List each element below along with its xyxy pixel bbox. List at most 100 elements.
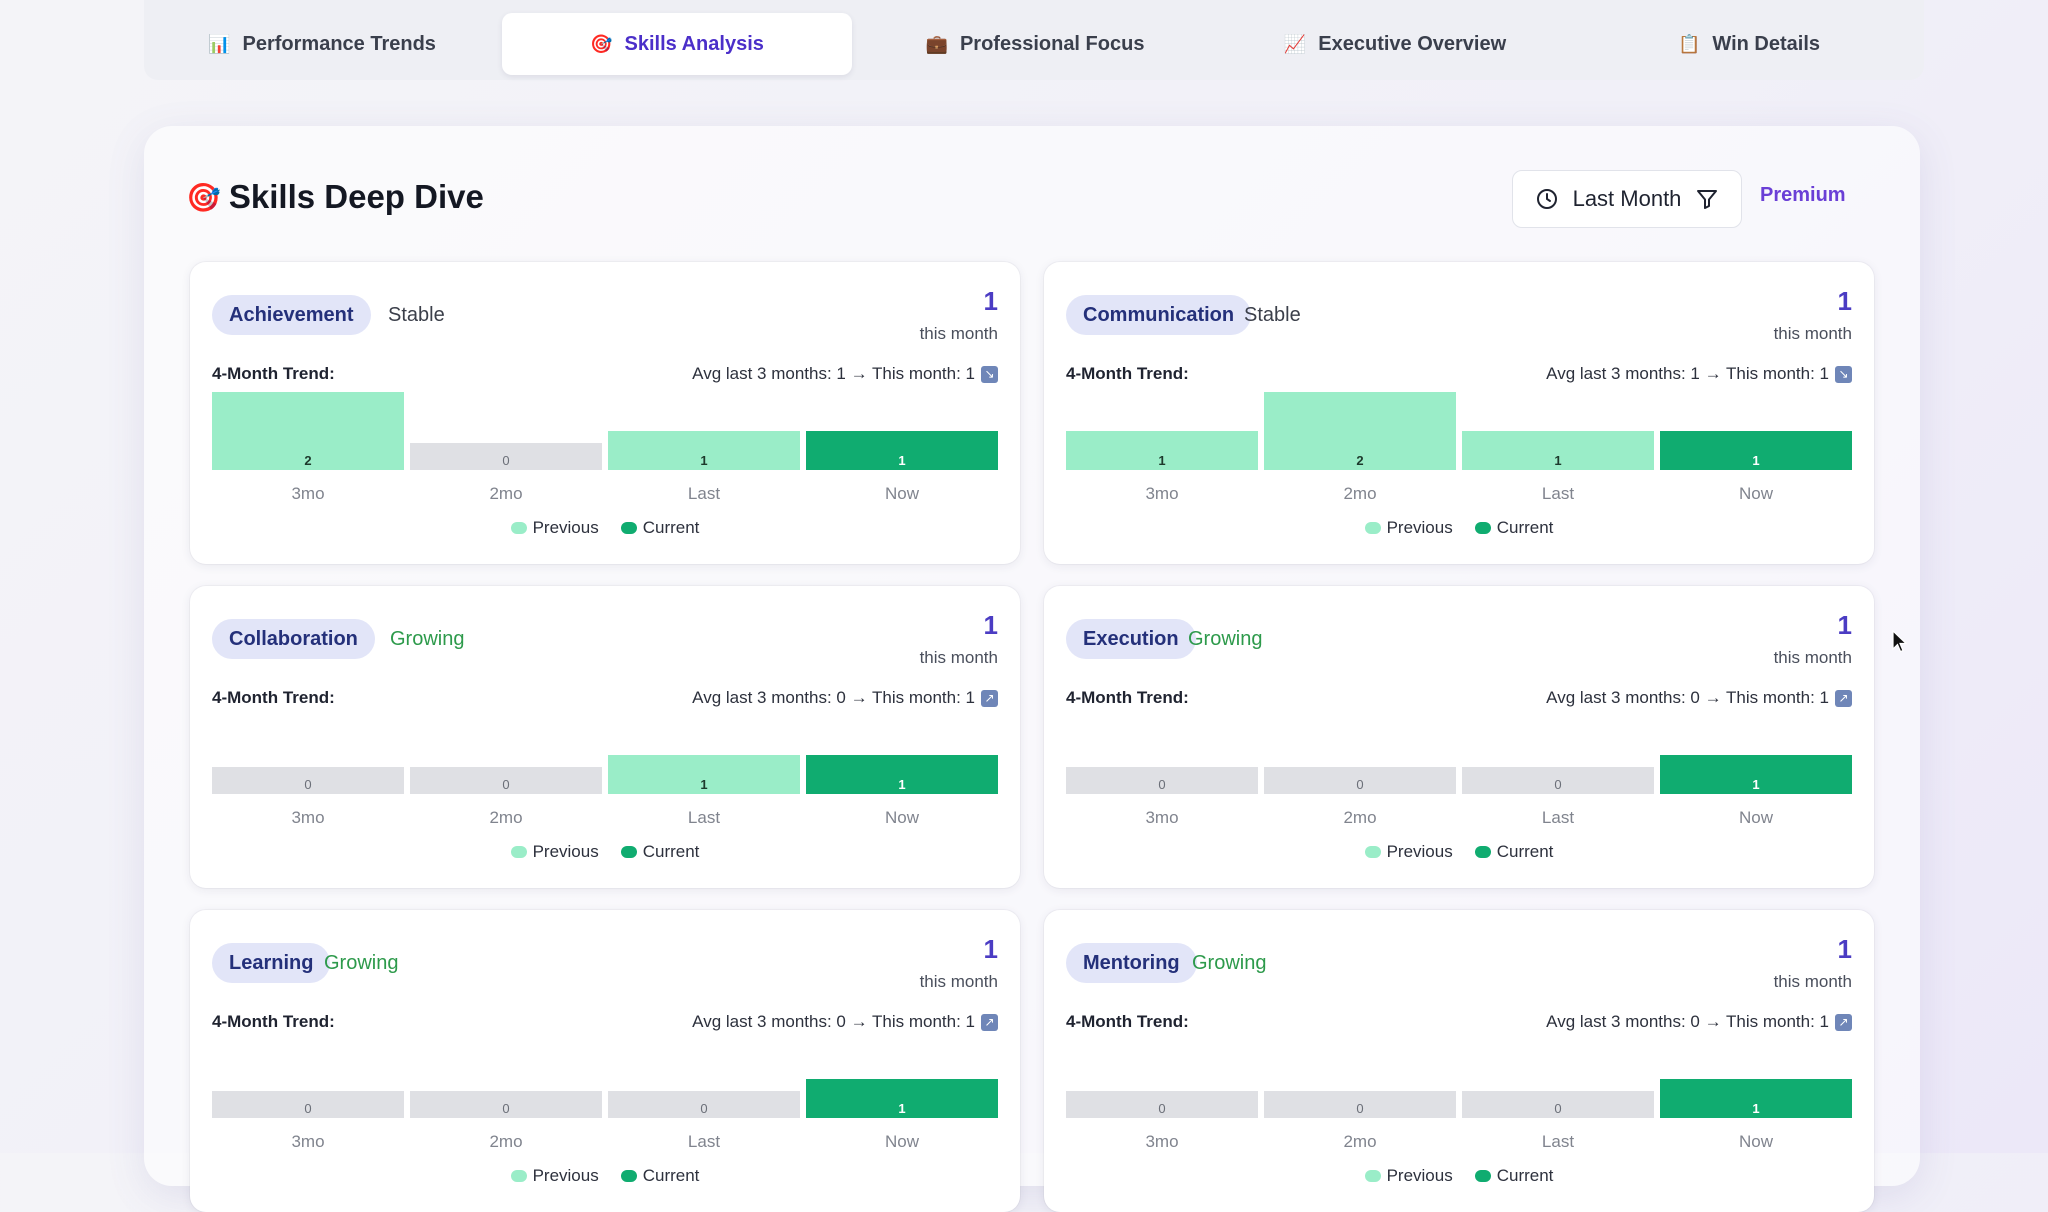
tab-performance-trends[interactable]: 📊 Performance Trends	[150, 13, 494, 75]
bar-column: 1	[1462, 392, 1654, 470]
period-label: Now	[1738, 1132, 1773, 1151]
bar-value: 1	[1752, 1101, 1760, 1116]
page-title: 🎯 Skills Deep Dive	[186, 178, 484, 216]
bar-column: 0	[212, 1040, 404, 1118]
period-label: 2mo	[1343, 808, 1377, 827]
bar-column: 0	[608, 1040, 800, 1118]
trend-bar: 2	[212, 392, 404, 470]
period-label: Last	[687, 484, 721, 503]
legend-label: Current	[1496, 842, 1554, 861]
trend-bar: 0	[1066, 767, 1258, 794]
tab-label: Executive Overview	[1318, 32, 1507, 55]
skill-chip: Execution	[1066, 619, 1196, 659]
legend-swatch	[1364, 522, 1381, 534]
trend-chart: 2 0 1 1	[212, 392, 998, 482]
legend-label: Current	[1496, 518, 1554, 537]
legend-current: Current	[620, 842, 700, 862]
period-label: Now	[884, 808, 919, 827]
bar-value: 1	[1752, 777, 1760, 792]
bar-value: 1	[700, 453, 708, 468]
period-label: Last	[687, 808, 721, 827]
filter-icon	[1697, 190, 1718, 209]
trend-label: 4-Month Trend:	[1066, 364, 1189, 383]
chart-legend: Previous Current	[1044, 842, 1874, 862]
trend-arrow-icon: ↗	[981, 689, 998, 707]
tab-professional-focus[interactable]: 💼 Professional Focus	[860, 13, 1210, 75]
legend-swatch	[510, 846, 527, 858]
trend-bar: 0	[410, 443, 602, 470]
trend-bar: 1	[806, 431, 998, 470]
bar-value: 1	[898, 453, 906, 468]
period-filter-button[interactable]: Last Month	[1512, 170, 1742, 228]
legend-previous: Previous	[510, 1166, 599, 1186]
average-summary: Avg last 3 months: 1 → This month: 1 ↘	[692, 364, 998, 384]
bar-value: 1	[898, 777, 906, 792]
legend-previous: Previous	[1364, 842, 1453, 862]
trend-bar: 0	[1462, 767, 1654, 794]
tab-win-details[interactable]: 📋 Win Details	[1580, 13, 1918, 75]
trend-arrow-icon: ↘	[1835, 365, 1852, 383]
average-summary: Avg last 3 months: 0 → This month: 1 ↗	[1546, 688, 1852, 708]
trend-bar: 0	[410, 767, 602, 794]
bar-column: 0	[1462, 716, 1654, 794]
tab-label: Win Details	[1712, 32, 1821, 55]
bar-column: 1	[1660, 716, 1852, 794]
period-label: Now	[1738, 808, 1773, 827]
trend-bar: 2	[1264, 392, 1456, 470]
trend-bar: 1	[1660, 1079, 1852, 1118]
trend-label: 4-Month Trend:	[212, 1012, 335, 1031]
bar-value: 1	[700, 777, 708, 792]
bar-value: 1	[1158, 453, 1166, 468]
legend-swatch	[620, 1170, 637, 1182]
count-label: this month	[1773, 972, 1852, 991]
bar-value: 0	[304, 777, 312, 792]
tab-executive-overview[interactable]: 📈 Executive Overview	[1218, 13, 1572, 75]
period-label: 3mo	[1145, 484, 1179, 503]
trend-chart: 0 0 0 1	[1066, 716, 1852, 806]
trend-bar: 1	[1660, 431, 1852, 470]
skill-chip: Learning	[212, 943, 331, 983]
trend-bar: 1	[608, 431, 800, 470]
count-label: this month	[919, 648, 998, 667]
trend-label: 4-Month Trend:	[212, 364, 335, 383]
average-text: Avg last 3 months: 1 → This month: 1	[1546, 364, 1829, 383]
legend-label: Previous	[1386, 518, 1453, 537]
tab-label: Professional Focus	[959, 32, 1145, 55]
trend-arrow-icon: ↘	[981, 365, 998, 383]
period-label: 2mo	[489, 808, 523, 827]
bar-value: 0	[1356, 777, 1364, 792]
legend-previous: Previous	[1364, 1166, 1453, 1186]
target-icon: 🎯	[186, 181, 221, 213]
monthly-count: 1	[983, 286, 998, 316]
legend-label: Current	[642, 842, 700, 861]
period-label: Last	[1541, 808, 1575, 827]
period-label: 3mo	[1145, 808, 1179, 827]
period-label: Last	[687, 1132, 721, 1151]
monthly-count: 1	[1837, 286, 1852, 316]
chart-legend: Previous Current	[1044, 1166, 1874, 1186]
bar-value: 1	[898, 1101, 906, 1116]
trend-chart: 0 0 1 1	[212, 716, 998, 806]
period-label: 2mo	[1343, 1132, 1377, 1151]
legend-current: Current	[620, 1166, 699, 1186]
trend-bar: 1	[806, 1079, 998, 1118]
trend-status: Growing	[324, 952, 399, 974]
period-label: Last	[1541, 1132, 1575, 1151]
clock-icon	[1536, 189, 1557, 209]
bar-column: 0	[212, 716, 404, 794]
trend-label: 4-Month Trend:	[1066, 1012, 1189, 1031]
bar-column: 2	[212, 392, 404, 470]
trend-bar: 0	[1264, 767, 1456, 794]
tab-skills-analysis[interactable]: 🎯 Skills Analysis	[502, 13, 852, 75]
tab-label: Skills Analysis	[624, 32, 764, 55]
bar-column: 0	[410, 392, 602, 470]
legend-swatch	[620, 846, 637, 858]
bar-value: 0	[502, 777, 510, 792]
trend-chart: 1 2 1 1	[1066, 392, 1852, 482]
legend-previous: Previous	[510, 518, 599, 538]
bar-column: 0	[410, 1040, 602, 1118]
skill-card-learning: Learning Growing 1 this month 4-Month Trend:…	[190, 910, 1020, 1212]
bar-column: 0	[410, 716, 602, 794]
bar-column: 1	[608, 716, 800, 794]
bar-value: 0	[1158, 1101, 1166, 1116]
